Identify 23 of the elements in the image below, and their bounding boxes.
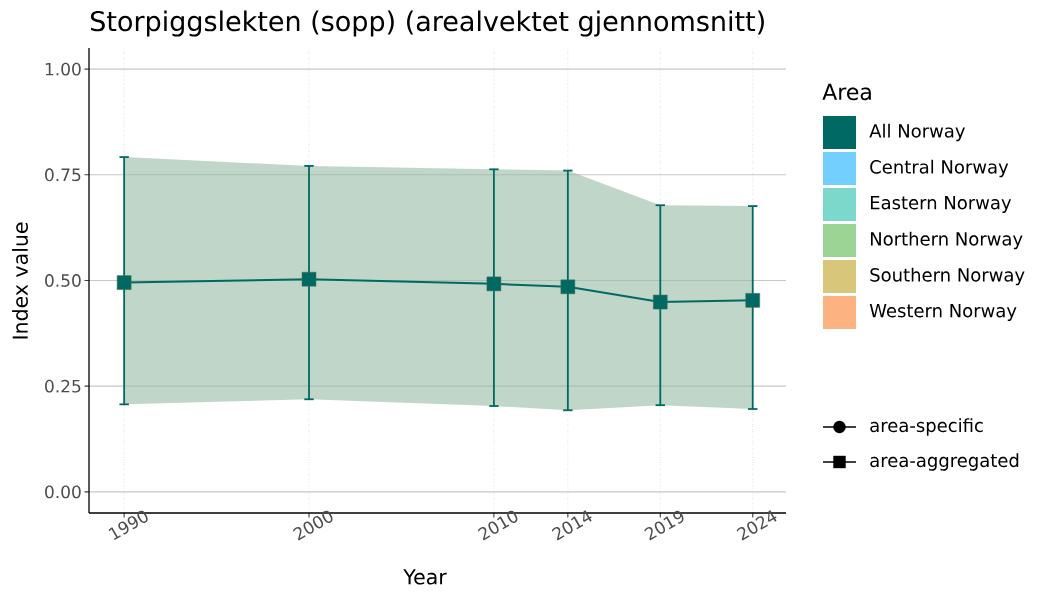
point [301,271,317,287]
x-axis-title: Year [403,569,447,585]
y-tick-label: 0.50 [45,274,81,287]
y-tick-label: 1.00 [45,62,81,76]
legend-label: Central Norway [870,159,1009,178]
point [745,293,760,308]
point [560,279,576,295]
chart-title: Storpiggslekten (sopp) (arealvektet gjennomsnitt) [90,10,764,37]
legend-title: Area [822,83,871,101]
y-tick-label: 0.25 [45,379,81,393]
legend-label: area-aggregated [870,453,1019,471]
legend-label: Western Norway [869,304,1017,321]
point [486,276,502,292]
legend-label: Eastern Norway [870,196,1012,213]
legend-label: area-specific [870,418,983,436]
point [116,275,132,290]
legend-label: All Norway [869,123,965,142]
y-tick-label: 0.00 [45,485,81,499]
y-axis-title: Index value [12,222,28,339]
y-tick-label: 0.75 [45,168,81,182]
legend-label: Southern Norway [870,267,1025,286]
legend-label: Northern Norway [870,231,1023,250]
point [653,294,668,310]
